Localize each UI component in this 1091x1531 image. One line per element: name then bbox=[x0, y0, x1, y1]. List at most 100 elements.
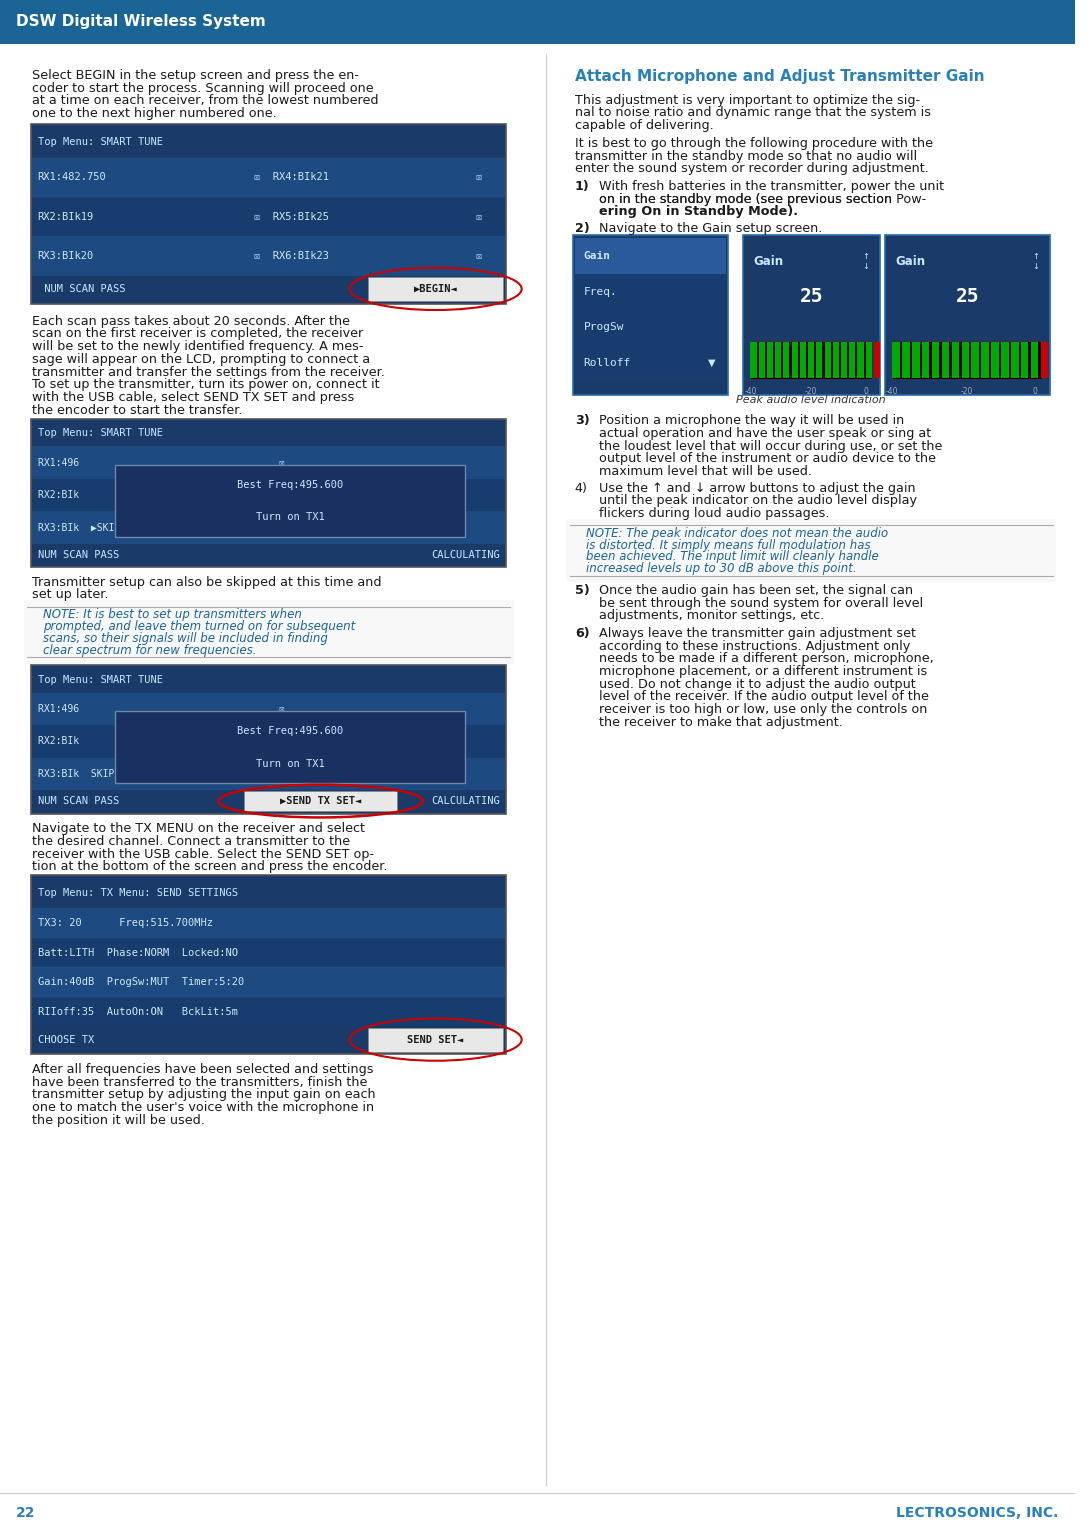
Text: RX1:496                                  ☒: RX1:496 ☒ bbox=[37, 458, 285, 467]
Text: Top Menu: SMART TUNE: Top Menu: SMART TUNE bbox=[37, 675, 163, 684]
FancyBboxPatch shape bbox=[575, 274, 727, 309]
Text: scans, so their signals will be included in finding: scans, so their signals will be included… bbox=[43, 632, 328, 645]
FancyBboxPatch shape bbox=[33, 877, 505, 908]
Text: 1): 1) bbox=[575, 181, 589, 193]
FancyBboxPatch shape bbox=[892, 343, 900, 378]
Text: used. Do not change it to adjust the audio output: used. Do not change it to adjust the aud… bbox=[599, 678, 915, 690]
Text: After all frequencies have been selected and settings: After all frequencies have been selected… bbox=[33, 1063, 374, 1076]
Text: 3): 3) bbox=[575, 415, 589, 427]
Text: 0: 0 bbox=[864, 387, 868, 397]
Text: Use the ↑ and ↓ arrow buttons to adjust the gain: Use the ↑ and ↓ arrow buttons to adjust … bbox=[599, 482, 915, 495]
Text: transmitter setup by adjusting the input gain on each: transmitter setup by adjusting the input… bbox=[33, 1089, 376, 1101]
Text: the desired channel. Connect a transmitter to the: the desired channel. Connect a transmitt… bbox=[33, 834, 350, 848]
Text: RX1:482.750: RX1:482.750 bbox=[37, 173, 106, 182]
Text: CALCULATING: CALCULATING bbox=[431, 550, 500, 560]
Text: set up later.: set up later. bbox=[33, 588, 109, 602]
FancyBboxPatch shape bbox=[767, 343, 774, 378]
FancyBboxPatch shape bbox=[33, 197, 505, 236]
Text: sage will appear on the LCD, prompting to connect a: sage will appear on the LCD, prompting t… bbox=[33, 352, 370, 366]
FancyBboxPatch shape bbox=[32, 418, 506, 566]
Text: Turn on TX1: Turn on TX1 bbox=[255, 513, 324, 522]
FancyBboxPatch shape bbox=[33, 692, 505, 726]
Text: ProgSw: ProgSw bbox=[584, 323, 624, 332]
Text: 0: 0 bbox=[1032, 387, 1038, 397]
Text: ☒  RX5:BIk25: ☒ RX5:BIk25 bbox=[254, 211, 329, 222]
FancyBboxPatch shape bbox=[566, 519, 1056, 582]
Text: 5): 5) bbox=[575, 583, 589, 597]
Text: Best Freq:495.600: Best Freq:495.600 bbox=[237, 479, 343, 490]
Text: be sent through the sound system for overall level: be sent through the sound system for ove… bbox=[599, 597, 923, 609]
FancyBboxPatch shape bbox=[369, 1027, 503, 1052]
Text: according to these instructions. Adjustment only: according to these instructions. Adjustm… bbox=[599, 640, 910, 652]
Text: Navigate to the TX MENU on the receiver and select: Navigate to the TX MENU on the receiver … bbox=[33, 822, 365, 834]
Text: have been transferred to the transmitters, finish the: have been transferred to the transmitter… bbox=[33, 1076, 368, 1089]
FancyBboxPatch shape bbox=[33, 939, 505, 968]
Text: Position a microphone the way it will be used in: Position a microphone the way it will be… bbox=[599, 415, 903, 427]
Text: prompted, and leave them turned on for subsequent: prompted, and leave them turned on for s… bbox=[43, 620, 356, 634]
FancyBboxPatch shape bbox=[33, 126, 505, 158]
FancyBboxPatch shape bbox=[116, 712, 465, 782]
Text: Gain: Gain bbox=[896, 254, 925, 268]
FancyBboxPatch shape bbox=[865, 343, 872, 378]
Text: NUM SCAN PASS: NUM SCAN PASS bbox=[37, 550, 119, 560]
Text: CALCULATING: CALCULATING bbox=[431, 796, 500, 807]
Text: ↑
↓: ↑ ↓ bbox=[862, 251, 868, 271]
FancyBboxPatch shape bbox=[743, 236, 879, 395]
FancyBboxPatch shape bbox=[1011, 343, 1019, 378]
FancyBboxPatch shape bbox=[751, 341, 872, 380]
Text: ☒: ☒ bbox=[476, 211, 481, 222]
Text: ☒: ☒ bbox=[476, 251, 481, 260]
FancyBboxPatch shape bbox=[116, 465, 465, 537]
Text: Top Menu: TX Menu: SEND SETTINGS: Top Menu: TX Menu: SEND SETTINGS bbox=[37, 888, 238, 897]
FancyBboxPatch shape bbox=[912, 343, 920, 378]
FancyBboxPatch shape bbox=[858, 343, 864, 378]
Text: With fresh batteries in the transmitter, power the unit: With fresh batteries in the transmitter,… bbox=[599, 181, 944, 193]
FancyBboxPatch shape bbox=[783, 343, 790, 378]
FancyBboxPatch shape bbox=[902, 343, 910, 378]
Text: level of the receiver. If the audio output level of the: level of the receiver. If the audio outp… bbox=[599, 690, 928, 703]
Text: Peak audio level indication: Peak audio level indication bbox=[736, 395, 886, 406]
FancyBboxPatch shape bbox=[792, 343, 798, 378]
Text: microphone placement, or a different instrument is: microphone placement, or a different ins… bbox=[599, 664, 926, 678]
Text: Best Freq:495.600: Best Freq:495.600 bbox=[237, 726, 343, 736]
FancyBboxPatch shape bbox=[922, 343, 930, 378]
Text: ☒: ☒ bbox=[476, 173, 481, 182]
Text: the encoder to start the transfer.: the encoder to start the transfer. bbox=[33, 404, 242, 416]
Text: needs to be made if a different person, microphone,: needs to be made if a different person, … bbox=[599, 652, 933, 666]
Text: NUM SCAN PASS: NUM SCAN PASS bbox=[37, 283, 125, 294]
Text: RX3:BIk20: RX3:BIk20 bbox=[37, 251, 94, 260]
FancyBboxPatch shape bbox=[32, 664, 506, 813]
Text: one to match the user's voice with the microphone in: one to match the user's voice with the m… bbox=[33, 1101, 374, 1115]
Text: SEND SET◄: SEND SET◄ bbox=[408, 1035, 464, 1044]
FancyBboxPatch shape bbox=[33, 236, 505, 276]
FancyBboxPatch shape bbox=[775, 343, 781, 378]
FancyBboxPatch shape bbox=[33, 726, 505, 758]
Text: with the USB cable, select SEND TX SET and press: with the USB cable, select SEND TX SET a… bbox=[33, 390, 355, 404]
Text: receiver with the USB cable. Select the SEND SET op-: receiver with the USB cable. Select the … bbox=[33, 848, 374, 860]
FancyBboxPatch shape bbox=[885, 236, 1050, 395]
Text: enter the sound system or recorder during adjustment.: enter the sound system or recorder durin… bbox=[575, 162, 928, 175]
FancyBboxPatch shape bbox=[751, 343, 756, 378]
Text: tion at the bottom of the screen and press the encoder.: tion at the bottom of the screen and pre… bbox=[33, 860, 387, 873]
FancyBboxPatch shape bbox=[758, 343, 765, 378]
FancyBboxPatch shape bbox=[849, 343, 855, 378]
FancyBboxPatch shape bbox=[33, 666, 505, 692]
Text: Each scan pass takes about 20 seconds. After the: Each scan pass takes about 20 seconds. A… bbox=[33, 315, 350, 328]
Text: 25: 25 bbox=[956, 286, 979, 306]
Text: Transmitter setup can also be skipped at this time and: Transmitter setup can also be skipped at… bbox=[33, 576, 382, 589]
Text: until the peak indicator on the audio level display: until the peak indicator on the audio le… bbox=[599, 495, 916, 507]
FancyBboxPatch shape bbox=[24, 600, 514, 663]
Text: NOTE: The peak indicator does not mean the audio: NOTE: The peak indicator does not mean t… bbox=[586, 527, 888, 540]
FancyBboxPatch shape bbox=[33, 276, 505, 302]
Text: increased levels up to 30 dB above this point.: increased levels up to 30 dB above this … bbox=[586, 562, 856, 576]
FancyBboxPatch shape bbox=[33, 158, 505, 197]
Text: transmitter and transfer the settings from the receiver.: transmitter and transfer the settings fr… bbox=[33, 366, 385, 378]
FancyBboxPatch shape bbox=[32, 876, 506, 1055]
Text: Select BEGIN in the setup screen and press the en-: Select BEGIN in the setup screen and pre… bbox=[33, 69, 359, 81]
Text: maximum level that will be used.: maximum level that will be used. bbox=[599, 465, 812, 478]
Text: receiver is too high or low, use only the controls on: receiver is too high or low, use only th… bbox=[599, 703, 927, 717]
Text: TX3: 20      Freq:515.700MHz: TX3: 20 Freq:515.700MHz bbox=[37, 919, 213, 928]
FancyBboxPatch shape bbox=[832, 343, 839, 378]
Text: been achieved. The input limit will cleanly handle: been achieved. The input limit will clea… bbox=[586, 551, 878, 563]
Text: nal to noise ratio and dynamic range that the system is: nal to noise ratio and dynamic range tha… bbox=[575, 106, 931, 119]
